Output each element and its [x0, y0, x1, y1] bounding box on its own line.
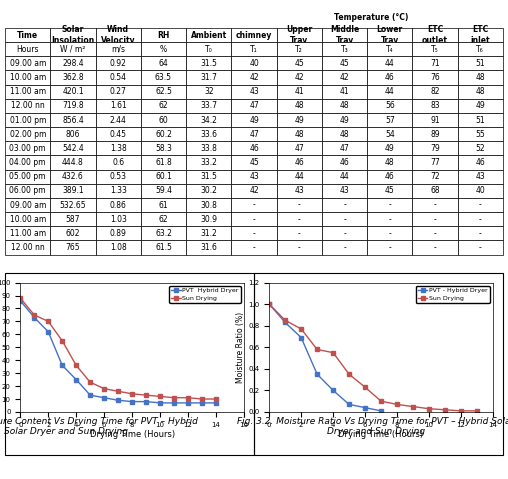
Sun Drying: [171, 395, 177, 400]
PVT  Hybrid Dryer: [17, 298, 23, 304]
PVT  Hybrid Dryer: [213, 400, 219, 406]
Sun Drying: [45, 319, 51, 324]
Sun Drying: [59, 338, 65, 344]
PVT - Hybrid Dryer: [266, 301, 272, 307]
X-axis label: Drying Time (Hours): Drying Time (Hours): [89, 431, 175, 439]
PVT  Hybrid Dryer: [171, 400, 177, 406]
Sun Drying: [143, 392, 149, 398]
PVT  Hybrid Dryer: [31, 315, 38, 320]
Sun Drying: [410, 404, 416, 410]
Text: Temperature (°C): Temperature (°C): [334, 13, 408, 22]
Sun Drying: [426, 406, 432, 411]
Sun Drying: [157, 394, 163, 399]
Line: PVT - Hybrid Dryer: PVT - Hybrid Dryer: [267, 302, 383, 413]
Y-axis label: Moisture Ratio (%): Moisture Ratio (%): [237, 312, 245, 383]
Sun Drying: [31, 312, 38, 318]
Sun Drying: [199, 396, 205, 402]
PVT - Hybrid Dryer: [378, 408, 384, 414]
PVT  Hybrid Dryer: [129, 399, 135, 404]
PVT - Hybrid Dryer: [330, 388, 336, 393]
PVT - Hybrid Dryer: [298, 335, 304, 341]
Legend: PVT  Hybrid Dryer, Sun Drying: PVT Hybrid Dryer, Sun Drying: [169, 286, 241, 303]
Sun Drying: [17, 295, 23, 301]
Sun Drying: [282, 318, 288, 323]
Sun Drying: [73, 363, 79, 368]
Sun Drying: [115, 388, 121, 394]
Sun Drying: [213, 396, 219, 402]
PVT  Hybrid Dryer: [73, 376, 79, 382]
Text: Fig. 3.1. Moisture Content Vs Drying Time for PVT – Hybrid
Solar Dryer and Sun D: Fig. 3.1. Moisture Content Vs Drying Tim…: [0, 417, 198, 436]
Sun Drying: [185, 395, 191, 400]
PVT - Hybrid Dryer: [314, 371, 320, 377]
PVT  Hybrid Dryer: [115, 398, 121, 403]
Legend: PVT - Hybrid Dryer, Sun Drying: PVT - Hybrid Dryer, Sun Drying: [416, 286, 490, 303]
PVT  Hybrid Dryer: [199, 400, 205, 406]
PVT  Hybrid Dryer: [101, 395, 107, 400]
Sun Drying: [298, 326, 304, 332]
PVT  Hybrid Dryer: [185, 400, 191, 406]
Sun Drying: [101, 386, 107, 391]
Sun Drying: [394, 401, 400, 407]
PVT - Hybrid Dryer: [362, 405, 368, 411]
X-axis label: Drying Time (Hours): Drying Time (Hours): [338, 431, 424, 439]
Sun Drying: [362, 384, 368, 390]
PVT  Hybrid Dryer: [45, 329, 51, 335]
PVT  Hybrid Dryer: [143, 399, 149, 404]
Sun Drying: [330, 350, 336, 355]
Line: Sun Drying: Sun Drying: [267, 302, 479, 413]
Sun Drying: [129, 391, 135, 397]
Line: Sun Drying: Sun Drying: [18, 296, 218, 401]
Sun Drying: [266, 301, 272, 307]
Sun Drying: [87, 379, 93, 385]
Sun Drying: [458, 408, 464, 414]
Sun Drying: [378, 399, 384, 404]
Text: Fig. 3.2. Moisture Ratio Vs Drying Time for PVT – Hybrid Solar
Dryer and Sun Dry: Fig. 3.2. Moisture Ratio Vs Drying Time …: [237, 417, 508, 436]
Line: PVT  Hybrid Dryer: PVT Hybrid Dryer: [18, 298, 218, 405]
Sun Drying: [442, 407, 448, 413]
PVT - Hybrid Dryer: [346, 401, 352, 407]
PVT  Hybrid Dryer: [59, 363, 65, 368]
PVT  Hybrid Dryer: [157, 400, 163, 406]
PVT  Hybrid Dryer: [87, 392, 93, 398]
Sun Drying: [314, 347, 320, 353]
PVT - Hybrid Dryer: [282, 319, 288, 325]
Sun Drying: [346, 371, 352, 377]
Sun Drying: [474, 408, 480, 414]
